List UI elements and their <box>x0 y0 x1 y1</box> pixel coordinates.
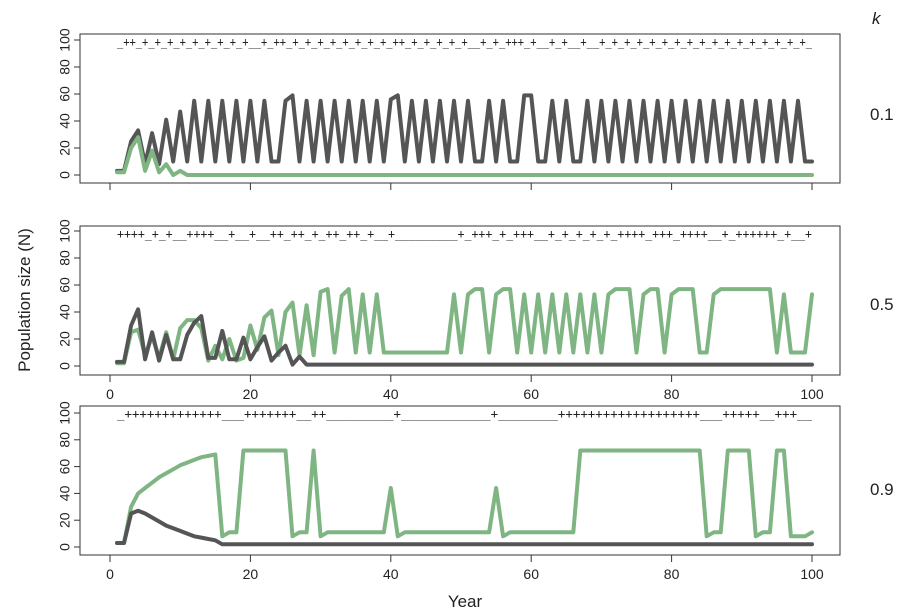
panel-frame <box>79 33 841 184</box>
x-tick-label: 80 <box>664 566 680 582</box>
y-tick-label: 100 <box>57 28 73 52</box>
y-tick-label: 80 <box>57 59 73 75</box>
x-tick-label: 0 <box>106 566 114 582</box>
y-tick-label: 20 <box>57 512 73 528</box>
y-tick-label: 80 <box>57 432 73 448</box>
panel-3: 0 20 40 60 80 100 0 20 40 60 80 100 _+++++++++++++__… <box>57 401 894 582</box>
k-value-label: 0.1 <box>870 105 894 124</box>
x-tick-label: 60 <box>523 386 539 402</box>
y-tick-label: 100 <box>57 219 73 243</box>
y-tick-label: 80 <box>57 250 73 266</box>
y-tick-label: 60 <box>57 459 73 475</box>
sign-row: ++++_+_+__++++__+__+__++_++_+_++_++_+__+… <box>117 227 812 241</box>
y-tick-label: 0 <box>57 362 73 370</box>
y-tick-label: 100 <box>57 401 73 425</box>
panel-1: 0 20 40 60 80 100 _++_+_+_+_+_+_+_+_+_+__+_++_… <box>57 28 894 190</box>
series-line-dark <box>115 508 814 547</box>
series-line-dark <box>115 307 814 367</box>
y-tick-label: 60 <box>57 277 73 293</box>
sign-row: _++_+_+_+_+_+_+_+_+_+__+_++_+_+_+_+_+_+_… <box>117 35 813 49</box>
x-tick-label: 80 <box>664 386 680 402</box>
series-line-green <box>115 448 814 545</box>
x-tick-label: 40 <box>383 386 399 402</box>
panel-frame <box>79 225 841 376</box>
y-tick-label: 20 <box>57 331 73 347</box>
sign-row: _+++++++++++++___+++++++__++_________+__… <box>117 407 813 421</box>
series-line-dark <box>115 93 814 173</box>
panel-2: 0 20 40 60 80 100 0 20 40 60 80 100 ++++_+_+__++++__… <box>57 219 894 402</box>
y-tick-label: 60 <box>57 86 73 102</box>
y-tick-label: 20 <box>57 140 73 156</box>
series-line-green <box>115 135 814 177</box>
y-tick-label: 0 <box>57 543 73 551</box>
panel-frame <box>79 405 841 556</box>
y-axis-label: Population size (N) <box>15 228 34 372</box>
y-tick-label: 40 <box>57 113 73 129</box>
x-tick-label: 20 <box>243 386 259 402</box>
y-tick-label: 40 <box>57 304 73 320</box>
x-tick-label: 40 <box>383 566 399 582</box>
x-tick-label: 100 <box>800 386 824 402</box>
x-tick-label: 100 <box>800 566 824 582</box>
x-axis-label: Year <box>448 592 483 611</box>
panels: 0 20 40 60 80 100 _++_+_+_+_+_+_+_+_+_+__+_++_… <box>57 28 894 582</box>
x-tick-label: 0 <box>106 386 114 402</box>
k-header: k <box>872 9 882 28</box>
k-value-label: 0.9 <box>870 480 894 499</box>
y-tick-label: 40 <box>57 485 73 501</box>
series-line-green <box>115 287 814 366</box>
k-value-label: 0.5 <box>870 295 894 314</box>
x-tick-label: 20 <box>243 566 259 582</box>
x-tick-label: 60 <box>523 566 539 582</box>
y-tick-label: 0 <box>57 171 73 179</box>
